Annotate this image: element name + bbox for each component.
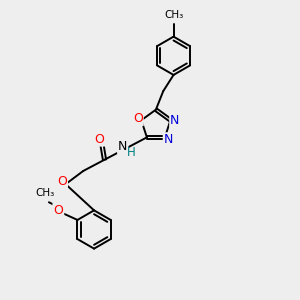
Text: O: O	[57, 175, 67, 188]
Text: N: N	[118, 140, 128, 153]
Text: CH₃: CH₃	[164, 10, 183, 20]
Text: N: N	[170, 114, 180, 127]
Text: N: N	[164, 133, 173, 146]
Text: O: O	[133, 112, 143, 125]
Text: H: H	[127, 146, 135, 159]
Text: O: O	[53, 204, 63, 217]
Text: O: O	[94, 133, 104, 146]
Text: CH₃: CH₃	[35, 188, 55, 198]
